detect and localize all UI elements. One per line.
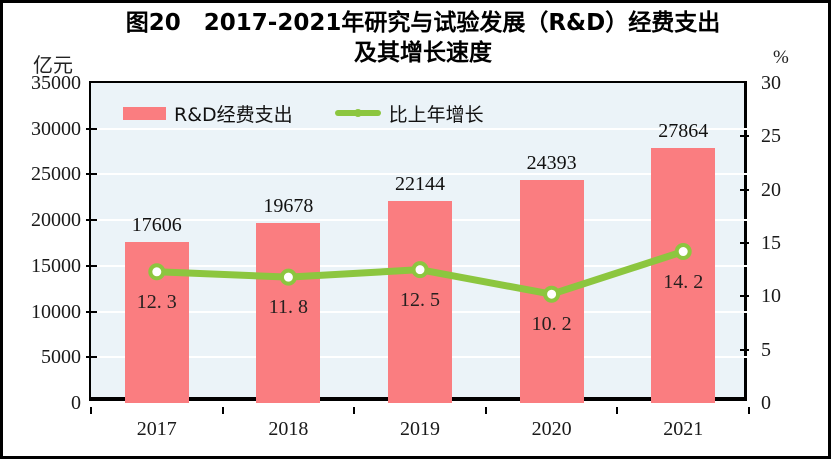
left-axis-tick	[86, 127, 97, 130]
bar-value-label-2017: 17606	[131, 214, 182, 237]
x-axis-tick	[616, 407, 619, 414]
left-axis-tick-label: 5000	[41, 346, 81, 369]
legend: R&D经费支出 比上年增长	[123, 102, 484, 126]
bar-2019	[388, 200, 452, 403]
growth-value-label-2017: 12. 3	[136, 290, 177, 313]
right-axis-tick	[740, 348, 749, 351]
right-axis-tick-label: 30	[761, 72, 781, 94]
x-axis-label-2017: 2017	[136, 418, 177, 440]
line-marker-2020	[543, 285, 561, 303]
growth-line-series	[148, 243, 692, 303]
gridline	[91, 173, 749, 176]
bar-value-label-2018: 19678	[263, 195, 314, 218]
x-axis-tick	[353, 407, 356, 414]
left-axis-tick-label: 20000	[31, 209, 81, 232]
right-axis-tick-label: 10	[761, 285, 781, 308]
bar-value-label-2021: 27864	[658, 120, 709, 143]
right-axis-tick-label: 15	[761, 232, 781, 254]
left-axis-tick-label: 10000	[31, 300, 81, 323]
left-axis-tick	[86, 173, 97, 176]
bar-2021	[651, 148, 716, 403]
x-axis-tick	[90, 407, 92, 414]
right-axis-tick	[740, 135, 749, 138]
left-axis-tick-label: 15000	[31, 254, 81, 277]
bar-2018	[256, 223, 321, 403]
x-axis-tick	[748, 407, 750, 414]
growth-value-label-2018: 11. 8	[268, 296, 309, 319]
left-axis-tick-label: 25000	[31, 163, 81, 186]
x-axis-label-2020: 2020	[531, 418, 572, 440]
left-axis-tick	[86, 219, 97, 222]
right-axis-tick	[740, 188, 749, 191]
right-axis-tick	[740, 295, 749, 298]
left-axis-tick	[86, 264, 97, 267]
right-axis-tick	[740, 242, 749, 244]
left-axis-tick-label: 35000	[31, 72, 81, 94]
bar-value-label-2020: 24393	[526, 151, 577, 174]
x-axis-label-2019: 2019	[399, 418, 440, 440]
legend-item-rd-expenditure: R&D经费支出	[174, 103, 293, 126]
right-axis-unit-label: %	[773, 47, 789, 68]
left-axis-tick-label: 0	[71, 392, 81, 414]
growth-value-label-2021: 14. 2	[663, 270, 704, 293]
left-axis-tick	[86, 356, 97, 359]
line-marker-2019	[411, 261, 429, 279]
growth-value-label-2019: 12. 5	[399, 288, 440, 311]
right-axis-tick-label: 5	[761, 338, 771, 361]
plot-area-frame: 17606 12. 3 19678 11. 8 22144 12. 5 24393 10. 2…	[86, 81, 749, 403]
legend-bar-swatch-icon	[123, 106, 166, 120]
line-marker-2018	[279, 268, 297, 286]
left-axis-tick-label: 30000	[31, 117, 81, 140]
growth-value-label-2020: 10. 2	[531, 313, 572, 336]
chart-title-line2: 及其增长速度	[354, 40, 492, 66]
x-axis-tick	[221, 407, 224, 414]
line-marker-2021	[674, 243, 692, 261]
right-axis-tick-label: 0	[761, 392, 771, 414]
right-axis-tick-label: 25	[761, 125, 781, 148]
x-axis-label-2021: 2021	[663, 418, 704, 440]
line-marker-2017	[148, 263, 166, 281]
gridline	[91, 127, 749, 130]
legend-line-marker-icon	[334, 109, 381, 117]
plot-area: 17606 12. 3 19678 11. 8 22144 12. 5 24393 10. 2…	[86, 83, 749, 403]
x-axis-label-2018: 2018	[268, 418, 309, 440]
legend-line-dot-icon	[353, 109, 362, 117]
legend-item-growth-rate: 比上年增长	[388, 103, 484, 126]
chart-title-line1: 图20 2017-2021年研究与试验发展（R&D）经费支出	[125, 10, 721, 36]
bar-value-label-2019: 22144	[394, 172, 445, 195]
left-axis-tick	[86, 310, 97, 313]
left-axis-unit-label: 亿元	[33, 53, 73, 77]
x-axis-tick	[484, 407, 487, 414]
right-axis-tick-label: 20	[761, 178, 781, 201]
